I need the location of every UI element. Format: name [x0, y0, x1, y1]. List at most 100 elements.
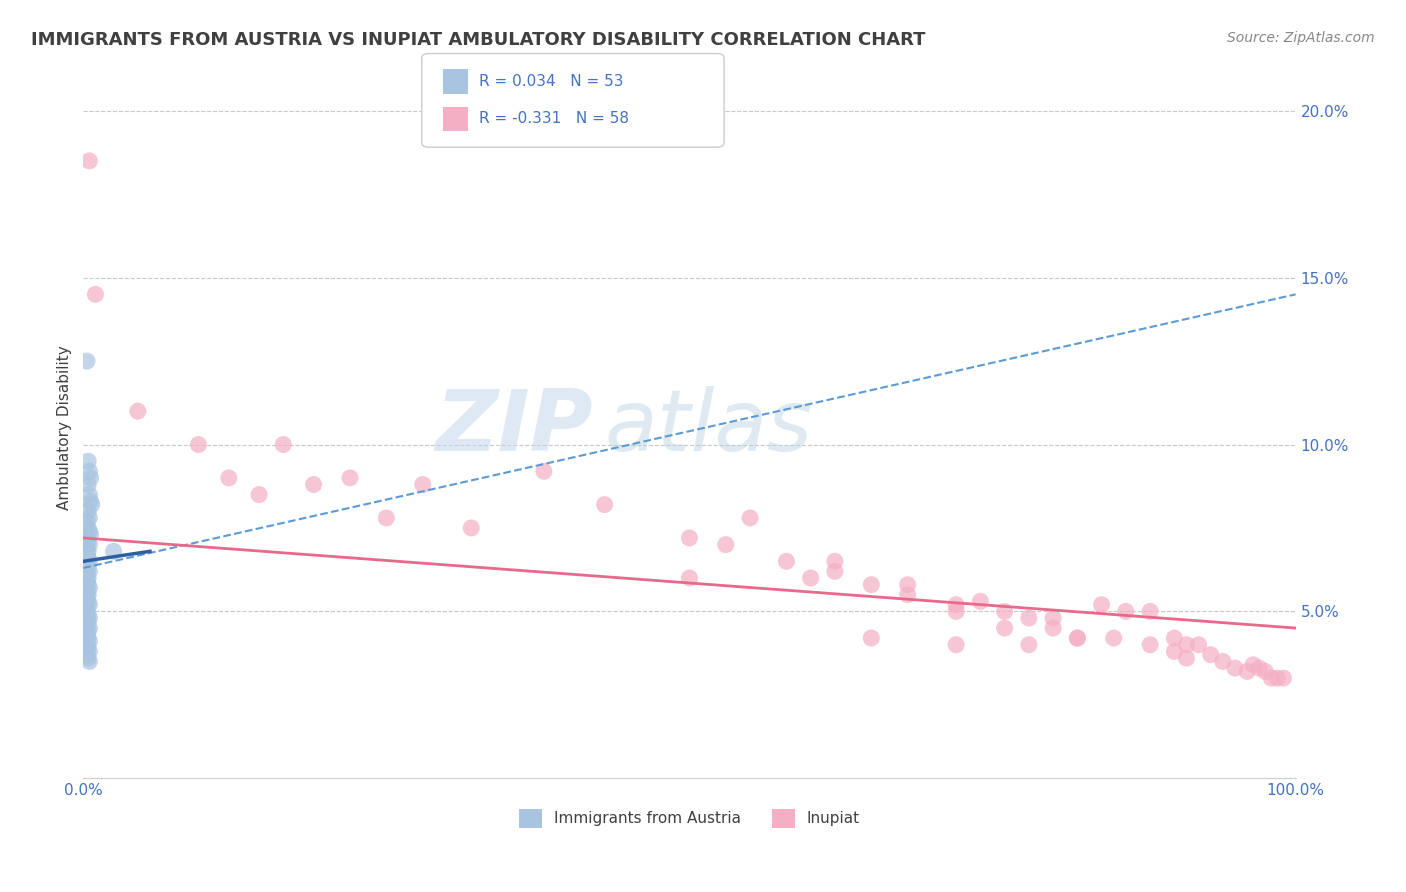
Point	[79, 494, 101, 508]
Point	[1139, 604, 1161, 618]
Point	[945, 604, 967, 618]
Point	[945, 598, 967, 612]
Point	[775, 554, 797, 568]
Point	[339, 471, 361, 485]
Point	[79, 581, 101, 595]
Point	[77, 571, 100, 585]
Point	[79, 655, 101, 669]
Point	[187, 437, 209, 451]
Point	[897, 577, 920, 591]
Point	[77, 551, 100, 566]
Point	[994, 621, 1017, 635]
Point	[1115, 604, 1137, 618]
Point	[1260, 671, 1282, 685]
Point	[1236, 665, 1258, 679]
Point	[76, 628, 98, 642]
Point	[533, 464, 555, 478]
Point	[77, 534, 100, 549]
Point	[1187, 638, 1209, 652]
Text: Source: ZipAtlas.com: Source: ZipAtlas.com	[1227, 31, 1375, 45]
Point	[1223, 661, 1246, 675]
Point	[76, 591, 98, 605]
Point	[76, 354, 98, 368]
Point	[678, 571, 700, 585]
Point	[860, 631, 883, 645]
Point	[77, 631, 100, 645]
Point	[1018, 611, 1040, 625]
Point	[77, 651, 100, 665]
Point	[76, 648, 98, 662]
Point	[800, 571, 823, 585]
Point	[79, 634, 101, 648]
Point	[678, 531, 700, 545]
Point	[79, 471, 101, 485]
Point	[1175, 638, 1198, 652]
Text: ZIP: ZIP	[434, 386, 592, 469]
Legend: Immigrants from Austria, Inupiat: Immigrants from Austria, Inupiat	[513, 803, 866, 834]
Point	[84, 287, 107, 301]
Point	[76, 584, 98, 599]
Point	[76, 567, 98, 582]
Point	[79, 598, 101, 612]
Point	[1042, 621, 1064, 635]
Point	[79, 464, 101, 478]
Point	[1102, 631, 1125, 645]
Point	[824, 564, 846, 578]
Point	[77, 615, 100, 629]
Point	[76, 574, 98, 589]
Point	[79, 538, 101, 552]
Point	[302, 477, 325, 491]
Point	[1018, 638, 1040, 652]
Point	[994, 604, 1017, 618]
Point	[1042, 611, 1064, 625]
Point	[77, 607, 100, 622]
Point	[738, 511, 761, 525]
Point	[1199, 648, 1222, 662]
Point	[1163, 644, 1185, 658]
Point	[77, 544, 100, 558]
Point	[79, 564, 101, 578]
Point	[593, 498, 616, 512]
Point	[1267, 671, 1289, 685]
Point	[76, 541, 98, 555]
Point	[79, 611, 101, 625]
Point	[247, 487, 270, 501]
Point	[412, 477, 434, 491]
Point	[77, 588, 100, 602]
Point	[375, 511, 398, 525]
Point	[897, 588, 920, 602]
Point	[1066, 631, 1088, 645]
Point	[79, 153, 101, 168]
Point	[77, 577, 100, 591]
Point	[945, 638, 967, 652]
Point	[273, 437, 295, 451]
Point	[79, 511, 101, 525]
Point	[79, 524, 101, 539]
Point	[79, 621, 101, 635]
Point	[76, 601, 98, 615]
Point	[127, 404, 149, 418]
Point	[79, 554, 101, 568]
Point	[714, 538, 737, 552]
Point	[1254, 665, 1277, 679]
Point	[460, 521, 482, 535]
Point	[77, 504, 100, 518]
Point	[76, 531, 98, 545]
Point	[77, 624, 100, 639]
Point	[77, 454, 100, 468]
Point	[1091, 598, 1114, 612]
Point	[1272, 671, 1295, 685]
Point	[77, 521, 100, 535]
Point	[76, 514, 98, 528]
Point	[218, 471, 240, 485]
Point	[80, 498, 103, 512]
Point	[76, 604, 98, 618]
Point	[824, 554, 846, 568]
Point	[1066, 631, 1088, 645]
Text: atlas: atlas	[605, 386, 813, 469]
Point	[969, 594, 991, 608]
Point	[103, 544, 125, 558]
Point	[79, 644, 101, 658]
Y-axis label: Ambulatory Disability: Ambulatory Disability	[58, 345, 72, 510]
Point	[76, 548, 98, 562]
